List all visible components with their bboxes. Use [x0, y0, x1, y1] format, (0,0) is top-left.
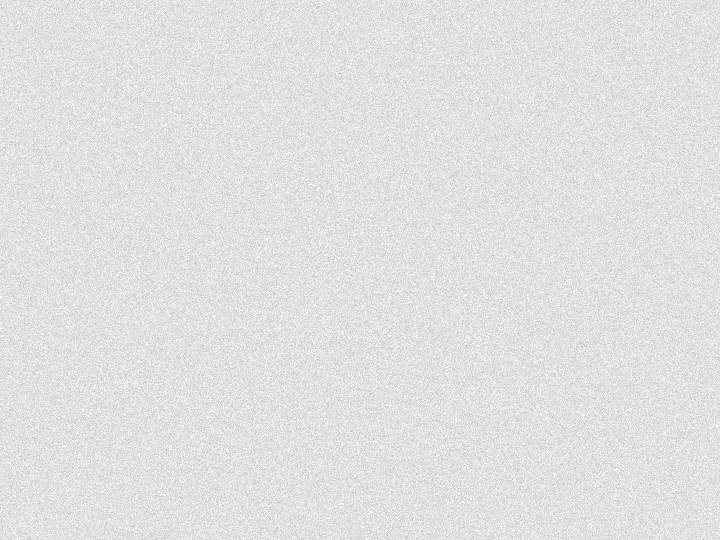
Text: 1- Obese PCOS→ 89% ovulation rate: 1- Obese PCOS→ 89% ovulation rate	[202, 394, 508, 411]
Text: 1- inhibition of gluconeogenesis in liver: 1- inhibition of gluconeogenesis in live…	[202, 157, 534, 173]
Text: Treatment for 12 weeks:: Treatment for 12 weeks:	[54, 216, 300, 234]
Text: 2- ↑ uptake of glucose in periphery: 2- ↑ uptake of glucose in periphery	[202, 184, 500, 200]
Text: free testosterone index, BMI, waist/hip,: free testosterone index, BMI, waist/hip,	[202, 275, 536, 292]
Text: Mechanism of action:: Mechanism of action:	[54, 122, 272, 139]
Text: 2- Lean PCOS→↓ hyperandrogenemia: 2- Lean PCOS→↓ hyperandrogenemia	[202, 448, 521, 465]
Text: hirsutism, acne: hirsutism, acne	[202, 302, 331, 319]
Text: → ↓ fasting insulin, total testosterone,: → ↓ fasting insulin, total testosterone,	[202, 248, 524, 265]
Text: METFORMIN: METFORMIN	[246, 35, 474, 66]
Text: •: •	[22, 122, 34, 139]
Text: (CC + Met) versus 12% (CC + pla): (CC + Met) versus 12% (CC + pla)	[238, 421, 530, 438]
Text: •: •	[22, 346, 34, 363]
Text: •: •	[22, 84, 34, 102]
Text: Biguanide → NIDDM: Biguanide → NIDDM	[54, 84, 261, 102]
Text: Response:: Response:	[54, 346, 157, 363]
Text: •: •	[22, 216, 34, 234]
